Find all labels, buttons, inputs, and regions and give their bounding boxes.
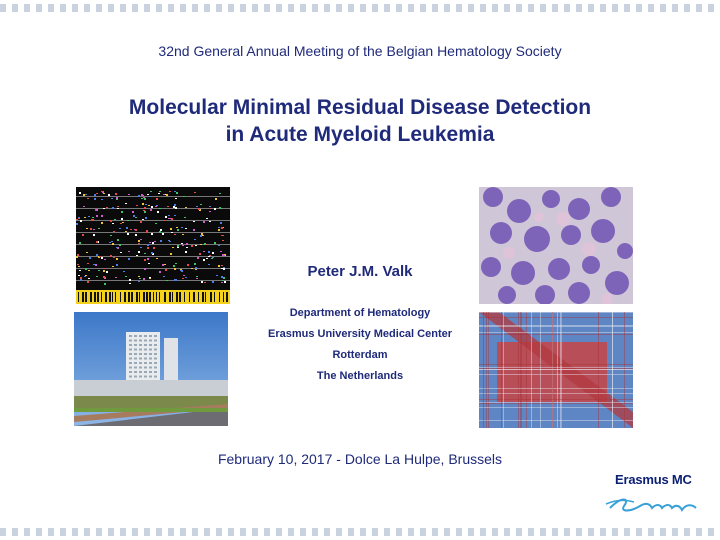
title-line-1: Molecular Minimal Residual Disease Detec…: [128, 96, 592, 119]
affiliation-department: Department of Hematology: [289, 307, 431, 319]
presenter-name: Peter J.M. Valk: [307, 263, 413, 280]
hospital-building-image: [74, 312, 228, 426]
logo-signature-swoosh: [605, 498, 697, 512]
affiliation-city: Rotterdam: [332, 349, 388, 361]
top-dotted-border: [0, 4, 720, 12]
conference-name: 32nd General Annual Meeting of the Belgi…: [158, 43, 562, 59]
title-line-2: in Acute Myeloid Leukemia: [225, 123, 495, 146]
affiliation-country: The Netherlands: [316, 370, 404, 382]
genomic-heatmap-image: [76, 187, 230, 304]
correlation-heatmap-image: [479, 312, 633, 428]
erasmus-mc-logo: Erasmus MC: [600, 468, 700, 518]
blood-smear-image: [479, 187, 633, 304]
affiliation-institution: Erasmus University Medical Center: [267, 328, 453, 340]
slide-title: Molecular Minimal Residual Disease Detec…: [0, 94, 720, 148]
date-venue: February 10, 2017 - Dolce La Hulpe, Brus…: [217, 451, 503, 467]
bottom-dotted-border: [0, 528, 720, 536]
logo-wordmark: Erasmus MC: [615, 472, 692, 487]
